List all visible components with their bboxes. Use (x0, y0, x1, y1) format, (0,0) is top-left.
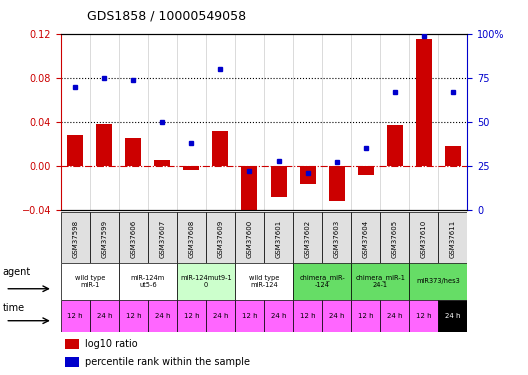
Text: GSM37600: GSM37600 (247, 220, 252, 258)
Text: chimera_miR-1
24-1: chimera_miR-1 24-1 (355, 274, 405, 288)
Bar (386, 125, 403, 166)
Bar (445, 146, 461, 166)
Text: GSM37608: GSM37608 (188, 220, 194, 258)
Text: 12 h: 12 h (126, 313, 141, 319)
Bar (119, 300, 148, 332)
Bar (351, 212, 380, 262)
Bar (409, 300, 438, 332)
Text: time: time (3, 303, 25, 313)
Bar (67, 135, 83, 166)
Text: 24 h: 24 h (271, 313, 286, 319)
Bar (177, 300, 206, 332)
Text: wild type
miR-124: wild type miR-124 (249, 275, 279, 288)
Bar (322, 300, 351, 332)
Bar (299, 166, 316, 184)
Text: GSM37605: GSM37605 (392, 220, 398, 258)
Text: GDS1858 / 10000549058: GDS1858 / 10000549058 (87, 9, 246, 22)
Bar (61, 212, 90, 262)
Bar (235, 212, 264, 262)
Text: GSM37604: GSM37604 (363, 220, 369, 258)
Bar (235, 300, 264, 332)
Bar (328, 166, 345, 201)
Bar (380, 212, 409, 262)
Bar (119, 212, 148, 262)
Bar (61, 262, 119, 300)
Text: GSM37598: GSM37598 (72, 220, 78, 258)
Text: 24 h: 24 h (213, 313, 228, 319)
Text: 12 h: 12 h (358, 313, 373, 319)
Text: 24 h: 24 h (329, 313, 344, 319)
Bar (206, 300, 235, 332)
Text: GSM37601: GSM37601 (276, 220, 281, 258)
Text: 24 h: 24 h (155, 313, 170, 319)
Bar (235, 262, 293, 300)
Text: 24 h: 24 h (97, 313, 112, 319)
Bar (183, 166, 200, 170)
Text: GSM37599: GSM37599 (101, 220, 107, 258)
Text: log10 ratio: log10 ratio (85, 339, 138, 349)
Bar (177, 262, 235, 300)
Bar (212, 131, 229, 166)
Text: 24 h: 24 h (445, 313, 460, 319)
Bar (154, 160, 171, 166)
Text: GSM37609: GSM37609 (218, 220, 223, 258)
Text: GSM37611: GSM37611 (450, 220, 456, 258)
Bar (90, 212, 119, 262)
Bar (438, 212, 467, 262)
Text: GSM37603: GSM37603 (334, 220, 340, 258)
Text: GSM37606: GSM37606 (130, 220, 136, 258)
Text: GSM37607: GSM37607 (159, 220, 165, 258)
Bar (125, 138, 142, 166)
Text: 12 h: 12 h (416, 313, 431, 319)
Bar (148, 212, 177, 262)
Text: 12 h: 12 h (184, 313, 199, 319)
Bar (96, 124, 112, 166)
Bar (148, 300, 177, 332)
Bar (90, 300, 119, 332)
Text: miR-124m
ut5-6: miR-124m ut5-6 (131, 275, 165, 288)
Bar (264, 300, 293, 332)
Bar (264, 212, 293, 262)
Text: agent: agent (3, 267, 31, 277)
Text: 24 h: 24 h (387, 313, 402, 319)
Bar (177, 212, 206, 262)
Bar (409, 262, 467, 300)
Bar (61, 300, 90, 332)
Bar (65, 339, 79, 349)
Bar (416, 39, 432, 166)
Bar (270, 166, 287, 197)
Bar (241, 166, 258, 226)
Text: miR-124mut9-1
0: miR-124mut9-1 0 (180, 275, 232, 288)
Bar (206, 212, 235, 262)
Bar (351, 300, 380, 332)
Text: chimera_miR-
-124: chimera_miR- -124 (299, 274, 345, 288)
Text: 12 h: 12 h (242, 313, 257, 319)
Bar (380, 300, 409, 332)
Bar (293, 300, 322, 332)
Text: wild type
miR-1: wild type miR-1 (74, 275, 105, 288)
Text: GSM37602: GSM37602 (305, 220, 310, 258)
Bar (293, 212, 322, 262)
Bar (65, 357, 79, 367)
Text: GSM37610: GSM37610 (421, 220, 427, 258)
Text: 12 h: 12 h (68, 313, 83, 319)
Bar (293, 262, 351, 300)
Text: miR373/hes3: miR373/hes3 (417, 278, 460, 284)
Bar (351, 262, 409, 300)
Bar (119, 262, 177, 300)
Bar (438, 300, 467, 332)
Bar (357, 166, 374, 175)
Text: 12 h: 12 h (300, 313, 315, 319)
Bar (322, 212, 351, 262)
Bar (409, 212, 438, 262)
Text: percentile rank within the sample: percentile rank within the sample (85, 357, 250, 367)
